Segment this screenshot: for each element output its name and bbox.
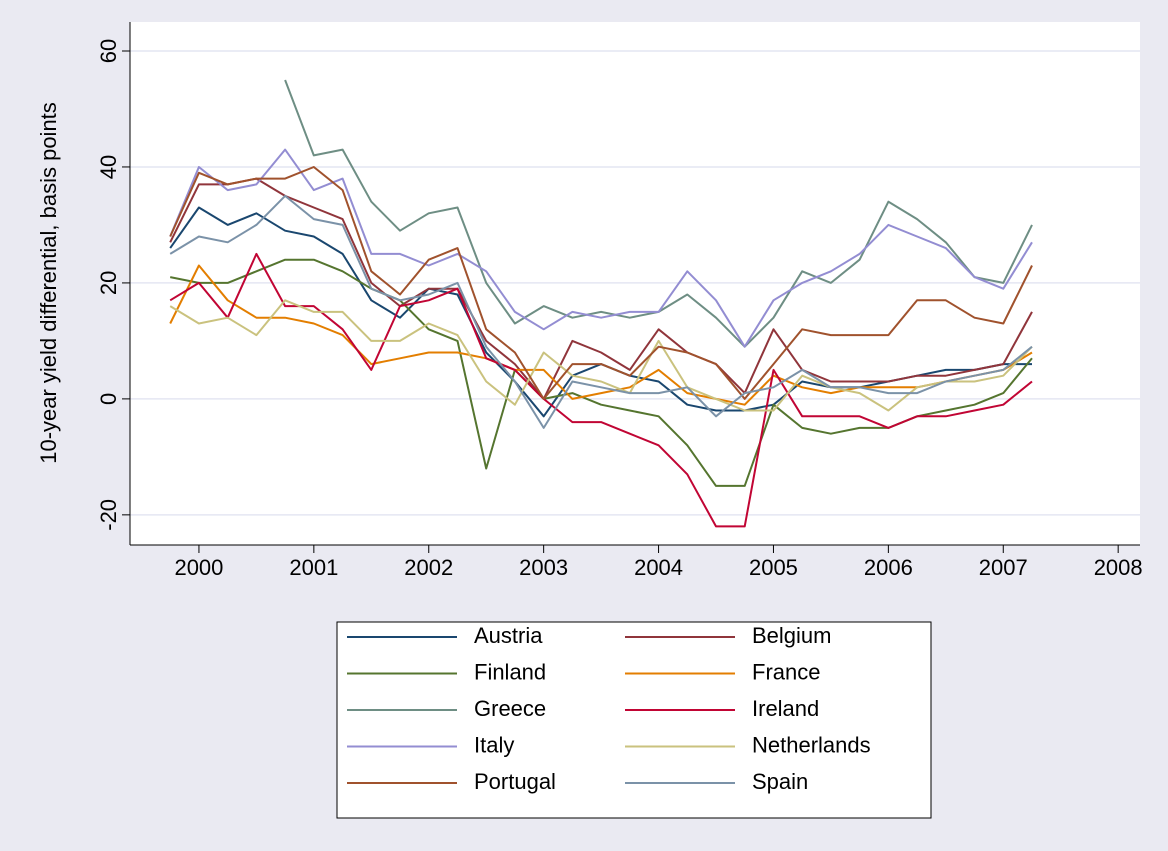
legend-label: Finland [474, 659, 546, 684]
series-line [169, 299, 1033, 412]
legend-label: Netherlands [752, 732, 871, 757]
x-tick-label: 2001 [289, 555, 338, 580]
legend [336, 621, 932, 819]
series-line [169, 166, 1033, 400]
y-tick-label: 40 [96, 155, 121, 179]
x-tick-label: 2008 [1094, 555, 1143, 580]
legend-label: Spain [752, 769, 808, 794]
series-line [169, 148, 1033, 348]
x-tick-label: 2000 [174, 555, 223, 580]
legend-label: Portugal [474, 769, 556, 794]
y-tick-label: 20 [96, 271, 121, 295]
x-tick-label: 2004 [634, 555, 683, 580]
series-line [169, 264, 1033, 406]
legend-label: France [752, 659, 820, 684]
x-tick-label: 2003 [519, 555, 568, 580]
y-tick-label: -20 [96, 499, 121, 531]
legend-label: Italy [474, 732, 514, 757]
legend-label: Ireland [752, 696, 819, 721]
series-line [169, 252, 1033, 528]
x-tick-label: 2006 [864, 555, 913, 580]
x-tick-label: 2007 [979, 555, 1028, 580]
series-line [169, 177, 1033, 400]
y-tick-label: 0 [96, 393, 121, 405]
y-tick-label: 60 [96, 39, 121, 63]
series-line [169, 194, 1033, 429]
legend-label: Austria [474, 623, 543, 648]
x-tick-label: 2002 [404, 555, 453, 580]
y-axis-label: 10-year yield differential, basis points [36, 102, 61, 464]
legend-label: Belgium [752, 623, 831, 648]
x-tick-label: 2005 [749, 555, 798, 580]
legend-label: Greece [474, 696, 546, 721]
